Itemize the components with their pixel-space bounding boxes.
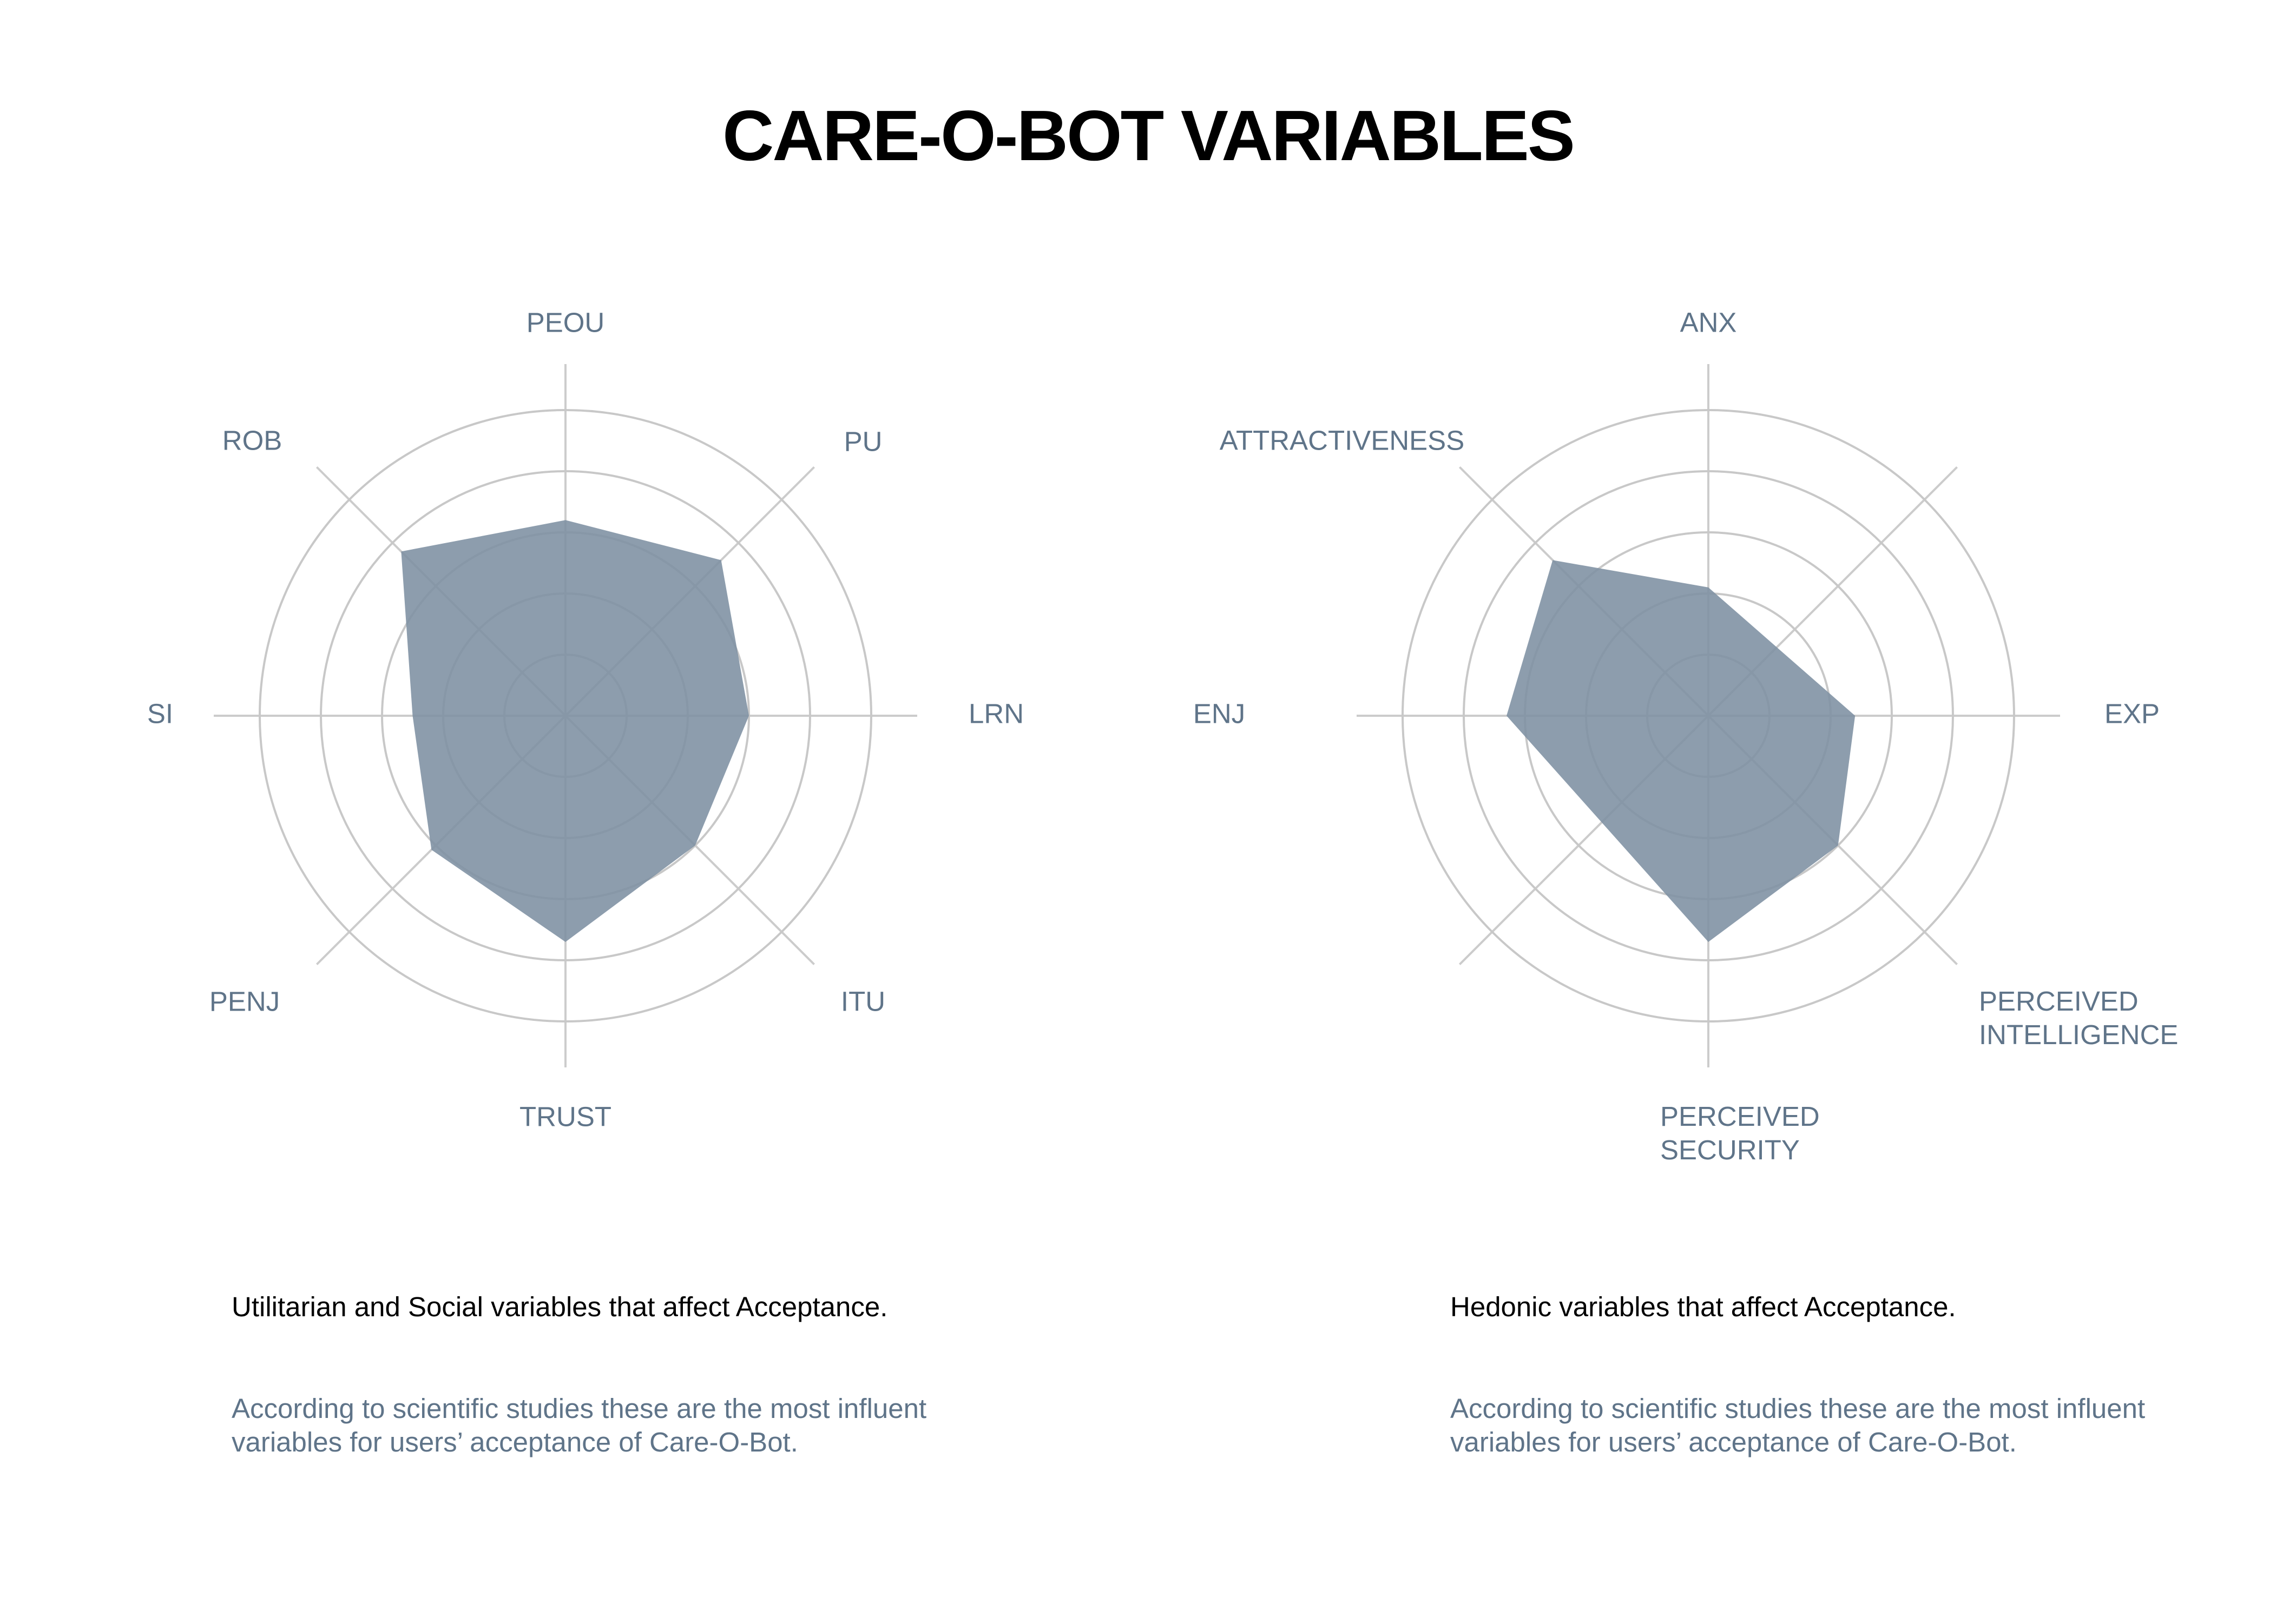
axis-label: SI: [147, 698, 173, 729]
grid-ring: [1463, 470, 1954, 961]
caption-line: According to scientific studies these ar…: [232, 1393, 927, 1424]
radar-chart-hedonic: ANX EXP PERCEIVED INTELLIGENCE PERCEIVED SECU…: [1193, 307, 2179, 1165]
page-title: CARE-O-BOT VARIABLES: [722, 96, 1575, 175]
axis-label: ROB: [222, 425, 282, 456]
grid-ring: [320, 470, 811, 961]
grid-ring: [259, 409, 872, 1022]
axis-label: EXP: [2104, 698, 2160, 729]
axis-label: ANX: [1680, 307, 1737, 338]
data-area: [1506, 560, 1856, 942]
axis-label: PERCEIVED INTELLIGENCE: [1979, 986, 2178, 1050]
axis-label: PERCEIVED SECURITY: [1660, 1101, 1820, 1165]
radar-chart-utilitarian: PEOU PU LRN ITU TRUST PENJ SI ROB: [147, 307, 1024, 1132]
grid-ring: [1402, 409, 2015, 1022]
caption-text-right: According to scientific studies these ar…: [1450, 1392, 2208, 1459]
axis-label: ITU: [841, 986, 885, 1017]
caption-heading-left: Utilitarian and Social variables that af…: [232, 1291, 888, 1322]
axis-label: PU: [844, 426, 883, 457]
axis-label: PENJ: [209, 986, 280, 1017]
caption-line: According to scientific studies these ar…: [1450, 1393, 2146, 1424]
caption-heading-right: Hedonic variables that affect Acceptance…: [1450, 1291, 1956, 1322]
axis-label: ENJ: [1193, 698, 1245, 729]
axis-label: TRUST: [519, 1101, 611, 1132]
axis-label: PEOU: [527, 307, 605, 338]
axis-label: LRN: [969, 698, 1024, 729]
caption-line: variables for users’ acceptance of Care-…: [232, 1427, 798, 1457]
caption-line: variables for users’ acceptance of Care-…: [1450, 1427, 2017, 1457]
caption-text-left: According to scientific studies these ar…: [232, 1392, 989, 1459]
axis-label: ATTRACTIVENESS: [1220, 425, 1464, 456]
data-area: [401, 520, 749, 942]
